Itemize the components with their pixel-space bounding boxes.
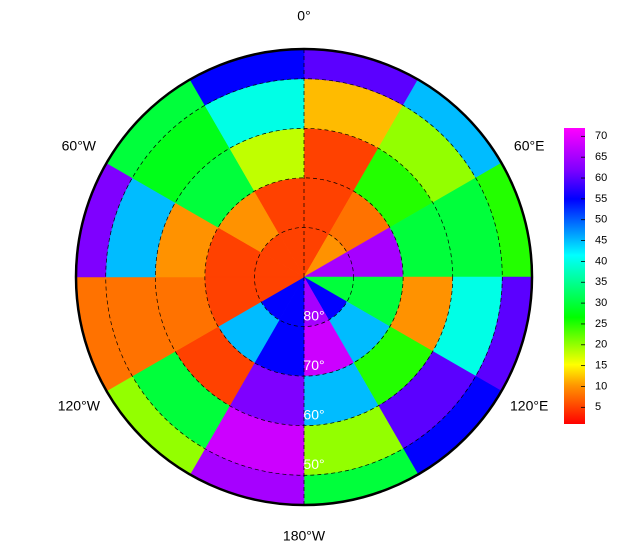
- graticule: [105, 49, 503, 505]
- parallel-label: 50°: [303, 456, 324, 472]
- colorbar-tick-label: 5: [595, 401, 601, 413]
- colorbar-ramp: [564, 128, 585, 424]
- colorbar-tick-label: 25: [595, 318, 607, 330]
- meridian-label: 60°W: [62, 138, 97, 154]
- parallel-label: 60°: [303, 406, 324, 422]
- meridian-label: 120°E: [510, 398, 548, 414]
- colorbar-tick-label: 30: [595, 297, 607, 309]
- colorbar-tick-label: 60: [595, 172, 607, 184]
- colorbar-tick-label: 35: [595, 276, 607, 288]
- parallel-label: 70°: [303, 357, 324, 373]
- colorbar-tick-label: 55: [595, 193, 607, 205]
- field: [76, 49, 532, 505]
- colorbar-tick-label: 70: [595, 130, 607, 142]
- map-boundary: [74, 47, 534, 507]
- colorbar-tick-label: 10: [595, 380, 607, 392]
- colorbar-tick-label: 20: [595, 339, 607, 351]
- meridian-label: 120°W: [58, 398, 101, 414]
- colorbar-tick-label: 15: [595, 360, 607, 372]
- colorbar-tick-label: 50: [595, 214, 607, 226]
- meridian-label: 60°E: [514, 138, 545, 154]
- colorbar-tick-label: 65: [595, 151, 607, 163]
- colorbar-tick-label: 40: [595, 255, 607, 267]
- parallel-label: 80°: [303, 307, 324, 323]
- colorbar-tick-label: 45: [595, 234, 607, 246]
- colorbar: 5 10 15 20 25 30 35 40 45 50 55 60 65 70: [564, 128, 607, 424]
- meridian-label: 0°: [297, 8, 310, 24]
- labels: 80° 70° 60° 50° 0° 60°E 120°E 180°W 120°W 60°W: [58, 8, 549, 544]
- meridian-label: 180°W: [283, 528, 326, 544]
